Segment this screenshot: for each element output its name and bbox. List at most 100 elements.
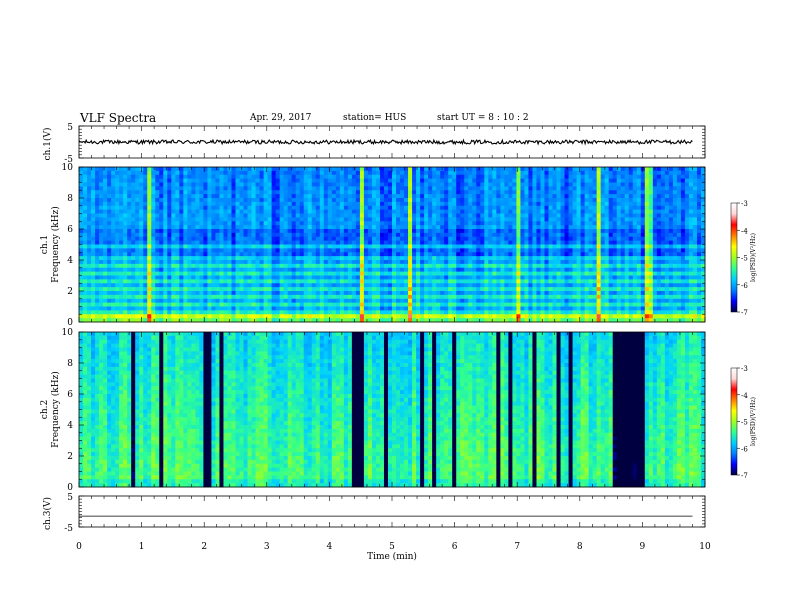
- heatmap-cell: [420, 213, 425, 218]
- heatmap-cell: [331, 221, 337, 226]
- heatmap-cell: [303, 201, 309, 207]
- heatmap-cell: [496, 213, 501, 218]
- heatmap-cell: [87, 275, 92, 280]
- heatmap-cell: [416, 194, 421, 199]
- heatmap-cell: [151, 221, 156, 226]
- heatmap-cell: [576, 252, 581, 257]
- heatmap-cell: [600, 275, 606, 280]
- heatmap-cell: [536, 221, 541, 226]
- heatmap-cell: [672, 229, 678, 234]
- heatmap-cell: [672, 240, 678, 245]
- heatmap-cell: [452, 279, 457, 284]
- heatmap-cell: [636, 194, 642, 199]
- heatmap-cell: [207, 170, 212, 176]
- heatmap-cell: [500, 271, 505, 276]
- heatmap-cell: [476, 213, 481, 218]
- heatmap-cell: [119, 275, 124, 280]
- heatmap-cell: [396, 283, 401, 288]
- heatmap-cell: [404, 236, 409, 242]
- heatmap-cell: [99, 170, 104, 176]
- heatmap-cell: [271, 201, 277, 207]
- heatmap-cell: [512, 244, 517, 249]
- heatmap-cell: [688, 178, 694, 183]
- heatmap-cell: [111, 256, 116, 261]
- heatmap-cell: [464, 213, 469, 218]
- heatmap-cell: [231, 279, 236, 284]
- heatmap-cell: [504, 190, 509, 195]
- heatmap-cell: [644, 287, 650, 292]
- heatmap-cell: [496, 194, 501, 199]
- heatmap-cell: [396, 213, 401, 218]
- heatmap-cell: [656, 182, 662, 187]
- heatmap-cell: [440, 236, 445, 242]
- heatmap-cell: [179, 225, 184, 230]
- heatmap-cell: [532, 232, 537, 238]
- heatmap-cell: [496, 275, 501, 280]
- heatmap-cell: [440, 201, 445, 207]
- heatmap-cell: [584, 209, 590, 214]
- heatmap-cell: [83, 256, 88, 261]
- heatmap-cell: [283, 283, 289, 288]
- heatmap-cell: [267, 252, 273, 257]
- heatmap-cell: [263, 252, 268, 257]
- heatmap-cell: [460, 221, 465, 226]
- heatmap-cell: [468, 260, 473, 265]
- heatmap-cell: [528, 186, 533, 191]
- heatmap-cell: [323, 267, 329, 273]
- heatmap-cell: [504, 170, 509, 176]
- heatmap-cell: [375, 190, 381, 195]
- heatmap-cell: [291, 279, 297, 284]
- heatmap-cell: [115, 182, 120, 187]
- heatmap-cell: [343, 178, 349, 183]
- heatmap-cell: [139, 186, 144, 191]
- heatmap-cell: [476, 244, 481, 249]
- heatmap-cell: [424, 267, 429, 273]
- heatmap-cell: [664, 271, 670, 276]
- heatmap-cell: [432, 174, 437, 180]
- heatmap-cell: [299, 279, 305, 284]
- heatmap-cell: [191, 167, 196, 172]
- heatmap-cell: [367, 256, 373, 261]
- heatmap-cell: [279, 252, 285, 257]
- heatmap-cell: [500, 248, 505, 253]
- heatmap-cell: [91, 190, 96, 195]
- heatmap-cell: [211, 205, 216, 211]
- heatmap-cell: [123, 201, 128, 207]
- heatmap-cell: [379, 256, 385, 261]
- heatmap-cell: [135, 275, 140, 280]
- heatmap-cell: [79, 229, 84, 234]
- heatmap-cell: [287, 260, 293, 265]
- heatmap-cell: [99, 232, 104, 238]
- heatmap-cell: [363, 232, 369, 238]
- heatmap-cell: [347, 260, 353, 265]
- heatmap-cell: [127, 178, 132, 183]
- heatmap-cell: [355, 209, 361, 214]
- heatmap-cell: [215, 232, 220, 238]
- heatmap-cell: [528, 236, 533, 242]
- heatmap-cell: [115, 275, 120, 280]
- heatmap-cell: [428, 170, 433, 176]
- heatmap-cell: [231, 229, 236, 234]
- heatmap-cell: [311, 244, 317, 249]
- heatmap-cell: [371, 213, 377, 218]
- heatmap-cell: [416, 236, 421, 242]
- heatmap-cell: [271, 178, 277, 183]
- heatmap-cell: [299, 287, 305, 292]
- heatmap-cell: [259, 279, 264, 284]
- heatmap-cell: [147, 279, 152, 284]
- heatmap-cell: [187, 244, 192, 249]
- heatmap-cell: [696, 201, 702, 207]
- heatmap-cell: [620, 213, 626, 218]
- heatmap-cell: [692, 260, 698, 265]
- heatmap-cell: [231, 198, 236, 203]
- heatmap-cell: [119, 198, 124, 203]
- heatmap-cell: [644, 252, 650, 257]
- heatmap-cell: [400, 240, 405, 245]
- heatmap-cell: [632, 182, 638, 187]
- heatmap-cell: [548, 263, 553, 269]
- heatmap-cell: [608, 213, 614, 218]
- heatmap-cell: [147, 271, 152, 276]
- heatmap-cell: [576, 170, 581, 176]
- heatmap-cell: [548, 213, 553, 218]
- heatmap-cell: [287, 174, 293, 180]
